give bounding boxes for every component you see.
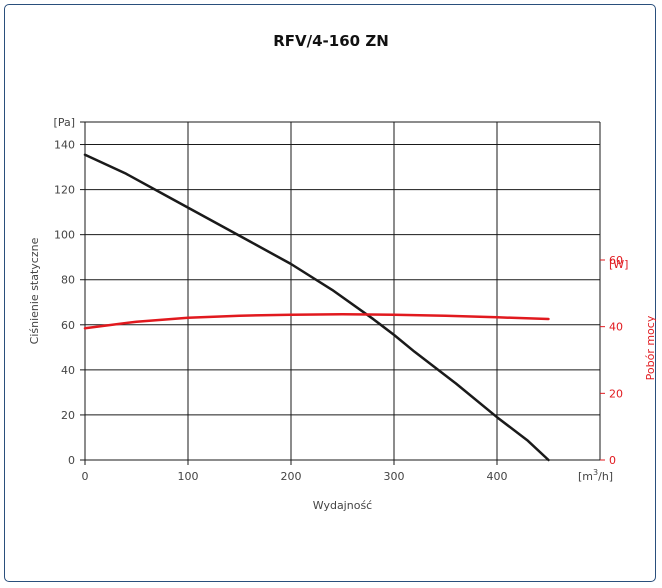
x-tick-label: 300 bbox=[384, 470, 405, 483]
y-left-tick-label: 0 bbox=[68, 454, 75, 467]
y-left-tick-label: 120 bbox=[54, 184, 75, 197]
x-tick-label: 100 bbox=[178, 470, 199, 483]
x-axis-title: Wydajność bbox=[313, 499, 372, 512]
y-left-tick-label: 40 bbox=[61, 364, 75, 377]
y-right-axis-title: Pobór mocy bbox=[644, 315, 657, 380]
y-left-tick-label: 140 bbox=[54, 139, 75, 152]
y-left-tick-label: 20 bbox=[61, 409, 75, 422]
y-right-unit-label: [W] bbox=[609, 258, 628, 271]
x-tick-label: 200 bbox=[281, 470, 302, 483]
power-curve-line bbox=[83, 313, 550, 330]
x-tick-label: 0 bbox=[82, 470, 89, 483]
chart-frame bbox=[4, 4, 656, 582]
y-right-tick-label: 40 bbox=[609, 321, 623, 334]
y-left-tick-label: 100 bbox=[54, 229, 75, 242]
x-unit-label: [m3/h] bbox=[578, 468, 613, 483]
y-left-unit-label: [Pa] bbox=[54, 116, 75, 129]
y-left-tick-label: 60 bbox=[61, 319, 75, 332]
y-left-axis-title: Ciśnienie statyczne bbox=[28, 237, 41, 344]
y-right-tick-label: 0 bbox=[609, 454, 616, 467]
pressure-curve-line bbox=[83, 153, 550, 462]
y-right-tick-label: 20 bbox=[609, 387, 623, 400]
x-tick-label: 400 bbox=[487, 470, 508, 483]
y-right-tick-label: 60 bbox=[609, 254, 623, 267]
y-left-tick-label: 80 bbox=[61, 274, 75, 287]
chart-title: RFV/4-160 ZN bbox=[273, 32, 389, 50]
